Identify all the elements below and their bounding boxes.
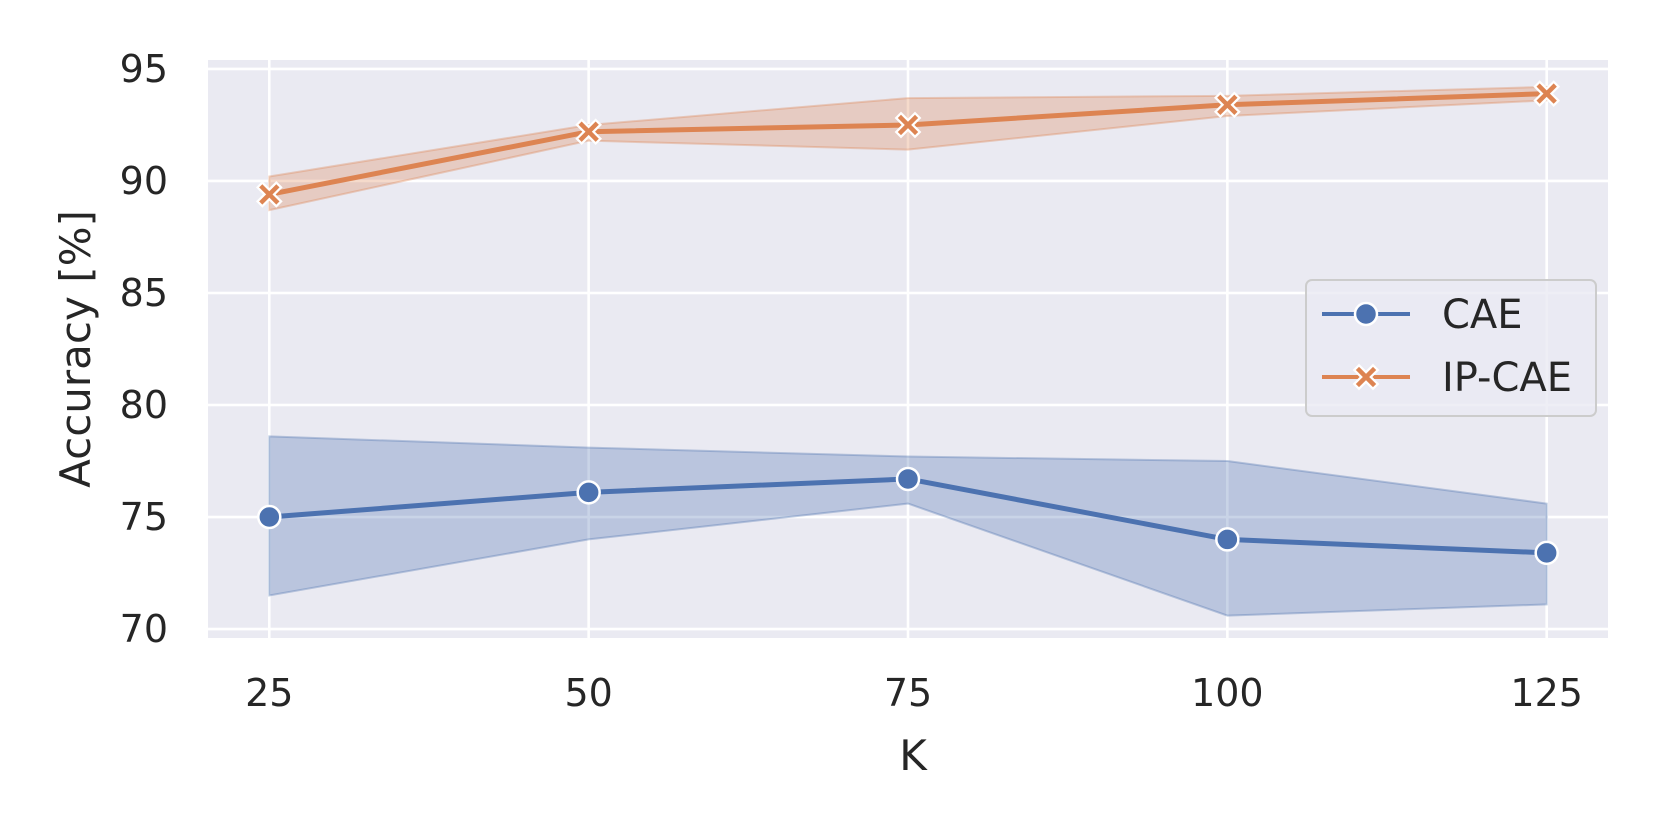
- ip-cae-point: [575, 118, 603, 146]
- y-tick-label: 75: [120, 495, 168, 539]
- x-tick-label: 75: [884, 671, 932, 715]
- legend-marker-ip-cae: [1352, 363, 1380, 391]
- y-tick-label: 80: [120, 383, 168, 427]
- x-tick-label: 50: [564, 671, 612, 715]
- legend-label-cae: CAE: [1442, 292, 1523, 338]
- cae-point: [576, 480, 601, 505]
- ip-cae-point: [1213, 91, 1241, 119]
- cae-point: [1215, 527, 1240, 552]
- y-tick-label: 95: [120, 47, 168, 91]
- ip-cae-point: [894, 111, 922, 139]
- legend: CAE IP-CAE: [1305, 279, 1597, 417]
- x-tick-label: 25: [245, 671, 293, 715]
- cae-point: [257, 504, 282, 530]
- y-tick-label: 70: [120, 607, 168, 651]
- tick-labels: 25 50 75 100 125 70 75 80 85 90 95: [120, 47, 1583, 715]
- ip-cae-point: [255, 181, 283, 208]
- ip-cae-confidence-band: [268, 85, 1548, 212]
- y-tick-label: 90: [120, 159, 168, 203]
- x-tick-label: 125: [1510, 671, 1583, 715]
- legend-marker-cae: [1353, 301, 1379, 327]
- ip-cae-point: [1533, 80, 1561, 107]
- grid: [208, 60, 1608, 638]
- x-tick-label: 100: [1191, 671, 1264, 715]
- cae-point: [1534, 540, 1559, 566]
- y-tick-label: 85: [120, 271, 168, 315]
- cae-point: [895, 466, 921, 492]
- series-markers: [255, 80, 1561, 566]
- y-axis-label: Accuracy [%]: [51, 210, 100, 488]
- legend-label-ip-cae: IP-CAE: [1442, 355, 1572, 401]
- x-axis-label: K: [899, 731, 928, 780]
